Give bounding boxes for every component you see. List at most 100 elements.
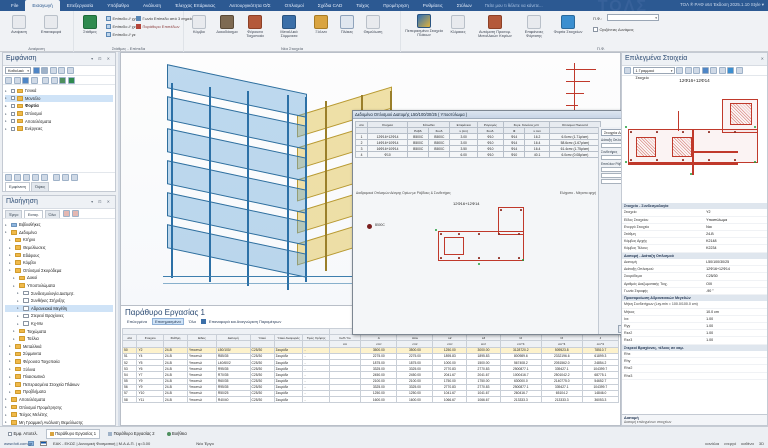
planes-window-item[interactable]: Παράθυρο Επιπέδων — [136, 24, 179, 29]
property-row[interactable]: Rzz2 1.00 — [622, 330, 767, 338]
expander-icon[interactable]: ▸ — [5, 222, 7, 227]
table-cell[interactable]: 1600.00 — [396, 396, 434, 404]
ribbon-tab-leitourgikotita[interactable]: Λειτουργικότητα Ο/Σ — [229, 3, 271, 8]
dialog-table-cell[interactable]: 6.0cm² (0.08ρ/cm) — [548, 151, 602, 158]
property-row[interactable]: Διάταξη Οπλισμού 12Φ16+12Φ14 — [622, 266, 767, 274]
ribbon-search-hint[interactable]: Πείτε μου τι θέλετε να κάνετε... — [484, 3, 543, 8]
property-row[interactable]: Μήκη Συνδετήρων (Lxy.min = 100.0/100.0 c… — [622, 301, 767, 309]
masonry-button[interactable]: Φέρουσα Τοιχοποιία — [242, 15, 268, 38]
expander-icon[interactable]: ▸ — [9, 237, 11, 242]
property-row[interactable]: Rhx — [622, 351, 767, 359]
dialog-table-cell[interactable]: Φ10 — [476, 151, 504, 158]
ribbon-tab-rythmiseis[interactable]: Ρυθμίσεις — [422, 3, 443, 8]
checkbox-icon[interactable] — [11, 119, 15, 124]
distribute-icon[interactable] — [62, 174, 69, 181]
expander-icon[interactable]: ▸ — [9, 389, 11, 394]
expander-icon[interactable]: ▸ — [9, 260, 11, 265]
nodes-button[interactable]: Κόμβοι — [186, 15, 212, 34]
stairs-button[interactable]: Κλίμακες — [445, 15, 471, 34]
table-cell[interactable]: Σκυρόδε — [273, 396, 304, 404]
ribbon-tab-ypovathro[interactable]: Υπόβαθρο — [107, 3, 129, 8]
table-cell[interactable]: 213333.3 — [499, 396, 542, 404]
slab-button[interactable]: Πλάκες — [334, 15, 360, 34]
checkbox-icon[interactable] — [11, 96, 15, 101]
ribbon-tab-epexergasia[interactable]: Επεξεργασία — [66, 3, 94, 8]
property-row[interactable]: Ryy 1.00 — [622, 323, 767, 331]
status-tab-work-window-2[interactable]: Παράθυρο Εργασίας 2 — [104, 429, 158, 439]
work-table-scroll[interactable]: Γεωμετρικά Μεγέθη Στοιχείων κατά την ανά… — [122, 328, 619, 424]
redo-button[interactable]: Επαναφορά — [38, 15, 64, 34]
layers-icon[interactable] — [5, 76, 12, 84]
dialog-table-row[interactable]: 1 12Φ16+12Φ14 B500C B500C 3.00 Φ10 Φ14 16.2 6.0c… — [355, 133, 602, 140]
expander-icon[interactable]: ▸ — [17, 313, 19, 318]
dialog-table-cell[interactable]: 40.1 — [524, 151, 550, 158]
align-icon[interactable] — [53, 174, 60, 181]
property-value[interactable]: 10.0 cm — [706, 309, 719, 314]
filter-episimasmena[interactable]: Επισημασμένα — [151, 318, 184, 325]
recalc-link[interactable]: Επαναφορά και Αναγνώριση Παραμέτρων — [208, 319, 282, 324]
table-row[interactable]: 54 Y7 24-B Υποστυλ R70/35 C25/30 Σκυρόδε -2450.… — [122, 371, 619, 379]
nav-tree-item[interactable]: ▸ Στερεοί Βραχίονες — [5, 312, 113, 320]
nav-tab-ergo[interactable]: Έργο — [5, 209, 23, 218]
property-row[interactable]: Μήκος 10.0 cm — [622, 309, 767, 316]
pf-field-input[interactable] — [607, 14, 659, 21]
horizontal-forces-checkbox[interactable]: Οριζόντιες Δυνάμεις — [593, 27, 634, 32]
expander-icon[interactable]: ▸ — [9, 253, 11, 258]
expander-icon[interactable]: ▸ — [9, 351, 11, 356]
display-tree-item-genika[interactable]: ▸ Γενικά — [5, 87, 113, 95]
expander-icon[interactable]: ▸ — [17, 291, 19, 296]
table-row[interactable]: 58 Y11 24-B Υποστυλ R40/40 C25/30 Σκυρόδε - 1600… — [122, 396, 619, 404]
ribbon-tab-file[interactable]: File — [11, 3, 19, 8]
property-value[interactable]: 1.00 — [706, 338, 714, 343]
plane-yz-item[interactable]: Επίπεδο // yz — [106, 32, 136, 37]
ribbon-tab-sxedia-cad[interactable]: Σχέδια CAD — [317, 3, 343, 8]
nav-tree-item[interactable]: ▸ Συνθήκες Στήριξης — [5, 297, 113, 305]
nav-tree-item[interactable]: ▸ Μη Γραμμική Ανάλυση Θεμελίωσης — [5, 418, 113, 426]
plane-3points-item[interactable]: Γωνία Επίπεδο από 3 σημεία — [136, 16, 193, 21]
expander-icon[interactable]: ▸ — [9, 359, 11, 364]
selected-element-combo[interactable]: 1 Γραμμικό Στοιχείο — [632, 67, 675, 80]
expander-icon[interactable]: ▸ — [9, 367, 11, 372]
property-value[interactable] — [706, 301, 767, 307]
checkbox-icon[interactable] — [11, 103, 15, 108]
plane-xy-item[interactable]: Επίπεδο // χy — [106, 16, 136, 21]
display-tree-item-montelo[interactable]: ▸ Μοντέλο — [5, 94, 113, 103]
property-value[interactable] — [706, 351, 767, 357]
table-cell[interactable]: 58 — [122, 396, 138, 404]
expander-icon[interactable]: ▸ — [5, 420, 7, 425]
nav-tree-item[interactable]: ▸ Κόμβοι — [5, 259, 113, 267]
timber-button[interactable]: Ξύλινα — [308, 15, 334, 34]
expander-icon[interactable]: ▸ — [5, 405, 7, 410]
nav-tree-item[interactable]: ▸ Φέρουσα Τοιχοποιία — [5, 358, 113, 366]
nav-tree-item[interactable]: ▸ Πλαισιωτικά — [5, 373, 113, 381]
property-value[interactable]: 12Φ16+12Φ14 — [706, 267, 730, 272]
chain-icon[interactable] — [676, 67, 683, 74]
property-row[interactable]: Αριθμός Διαζωματικής Τοιχ. ΟΧΙ — [622, 281, 767, 288]
property-row[interactable]: Rzz3 1.00 — [622, 337, 767, 345]
table-cell[interactable]: Υποστυλ — [186, 396, 217, 404]
expander-icon[interactable]: ▸ — [9, 382, 11, 387]
shade-icon[interactable] — [50, 76, 58, 84]
dialog-table-cell[interactable] — [428, 151, 451, 158]
expander-icon[interactable]: ▸ — [5, 88, 7, 93]
status-tab-emf-apotel[interactable]: Εμφ. Αποτελ. — [4, 429, 42, 439]
property-row[interactable]: Κόμβος Τέλους K2234 — [622, 245, 767, 253]
status-item-0[interactable]: κανάλια — [705, 441, 720, 446]
dialog-table-row[interactable]: 4 Φ10 6.00 Φ10 Φ10 40.1 6.0cm² (0.08ρ/cm) — [355, 151, 602, 158]
beam-button[interactable]: Δοκοδόκημα — [214, 15, 240, 34]
foundation-button[interactable]: Θεμελίωση — [360, 15, 386, 34]
table-cell[interactable]: 1600.00 — [360, 396, 398, 404]
text-icon[interactable] — [735, 67, 743, 74]
checkbox-icon[interactable] — [11, 88, 15, 93]
status-item-1[interactable]: ενεργό — [724, 441, 737, 446]
zoom-icon[interactable] — [66, 67, 74, 74]
tab-opseis[interactable]: Όψεις — [30, 182, 50, 191]
copy2-icon[interactable] — [718, 67, 726, 74]
auto-model-button[interactable]: Αυτόματη Προσομ. Μεταλλικών Κτιρίων — [475, 15, 515, 38]
status-tab-help[interactable]: Βοήθεια — [163, 429, 191, 439]
property-row[interactable]: Ενεργό Στοιχείο Ναι — [622, 224, 767, 232]
section-icon[interactable] — [14, 174, 21, 181]
table-cell[interactable] — [328, 396, 362, 404]
selected-panel-window-buttons[interactable]: ✕ — [760, 56, 764, 61]
nav-tree-item[interactable]: ▸ Υποστυλώματα — [5, 282, 113, 290]
